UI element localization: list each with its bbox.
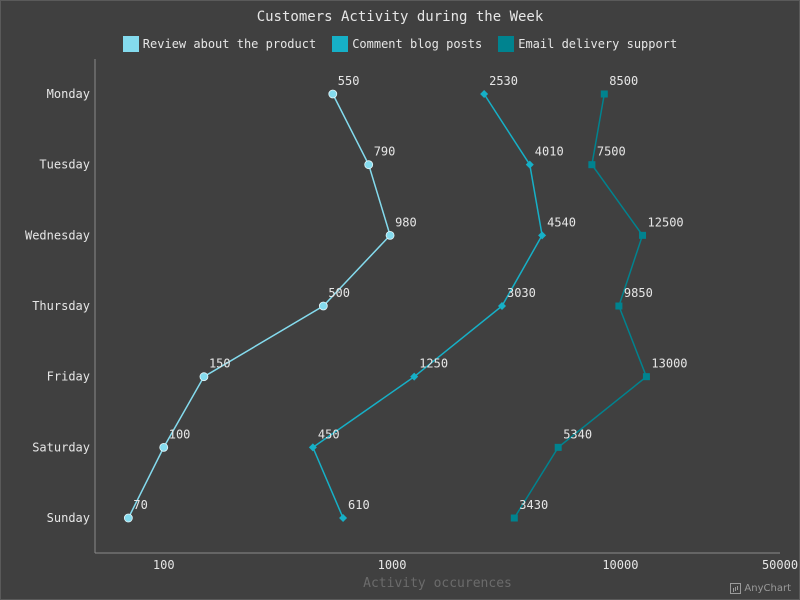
data-label: 150 xyxy=(209,357,231,371)
y-tick-label: Saturday xyxy=(32,440,90,454)
x-axis-title: Activity occurences xyxy=(363,576,512,591)
legend-label-review: Review about the product xyxy=(142,37,317,51)
data-label: 9850 xyxy=(624,286,653,300)
data-point xyxy=(123,513,133,523)
legend-swatch-review xyxy=(122,36,139,52)
data-label: 100 xyxy=(169,427,191,441)
data-label: 3030 xyxy=(507,286,536,300)
data-point xyxy=(538,231,547,240)
data-label: 5340 xyxy=(563,427,592,441)
y-tick-label: Thursday xyxy=(32,299,90,313)
series-line xyxy=(127,93,391,519)
anychart-credit[interactable]: AnyChart xyxy=(730,583,791,594)
data-label: 70 xyxy=(133,498,147,512)
data-point xyxy=(410,372,419,381)
data-point xyxy=(615,302,623,310)
data-point xyxy=(199,372,209,382)
data-point xyxy=(600,90,608,98)
x-tick-label: 50000 xyxy=(762,558,798,572)
data-point xyxy=(642,373,650,381)
data-label: 2530 xyxy=(489,74,518,88)
anychart-logo-icon xyxy=(730,583,742,594)
data-point xyxy=(328,89,338,99)
data-label: 8500 xyxy=(609,74,638,88)
data-point xyxy=(308,443,317,452)
x-tick-label: 100 xyxy=(153,558,175,572)
legend-label-comment: Comment blog posts xyxy=(352,37,483,51)
data-label: 4010 xyxy=(535,145,564,159)
data-label: 7500 xyxy=(597,145,626,159)
y-tick-label: Sunday xyxy=(47,511,90,525)
data-label: 980 xyxy=(395,215,417,229)
data-label: 450 xyxy=(318,427,340,441)
data-point xyxy=(159,442,169,452)
x-tick-label: 10000 xyxy=(602,558,638,572)
legend: Review about the product Comment blog po… xyxy=(0,36,800,52)
y-tick-label: Monday xyxy=(47,87,90,101)
data-label: 790 xyxy=(374,145,396,159)
data-label: 550 xyxy=(338,74,360,88)
data-point xyxy=(318,301,328,311)
data-point xyxy=(554,443,562,451)
data-point xyxy=(385,230,395,240)
data-label: 1250 xyxy=(419,357,448,371)
legend-item-comment[interactable]: Comment blog posts xyxy=(332,36,482,52)
data-point xyxy=(497,302,506,311)
y-tick-label: Tuesday xyxy=(39,158,90,172)
credit-label: AnyChart xyxy=(744,583,791,594)
legend-item-review[interactable]: Review about the product xyxy=(122,36,317,52)
data-label: 12500 xyxy=(648,215,684,229)
data-point xyxy=(364,160,374,170)
legend-swatch-comment xyxy=(332,36,349,52)
data-label: 4540 xyxy=(547,215,576,229)
series-line xyxy=(311,93,543,519)
data-label: 500 xyxy=(328,286,350,300)
legend-label-email: Email delivery support xyxy=(518,37,678,51)
y-tick-label: Friday xyxy=(47,370,90,384)
data-label: 13000 xyxy=(651,357,687,371)
legend-item-email[interactable]: Email delivery support xyxy=(498,36,677,52)
data-point xyxy=(588,161,596,169)
chart-title: Customers Activity during the Week xyxy=(256,9,544,25)
data-point xyxy=(480,90,489,98)
x-tick-label: 1000 xyxy=(378,558,407,572)
data-point xyxy=(525,160,534,169)
data-label: 610 xyxy=(348,498,370,512)
data-point xyxy=(510,514,518,522)
data-point xyxy=(639,231,647,239)
legend-swatch-email xyxy=(498,36,515,52)
data-point xyxy=(339,514,348,523)
y-tick-label: Wednesday xyxy=(25,228,90,242)
data-label: 3430 xyxy=(519,498,548,512)
